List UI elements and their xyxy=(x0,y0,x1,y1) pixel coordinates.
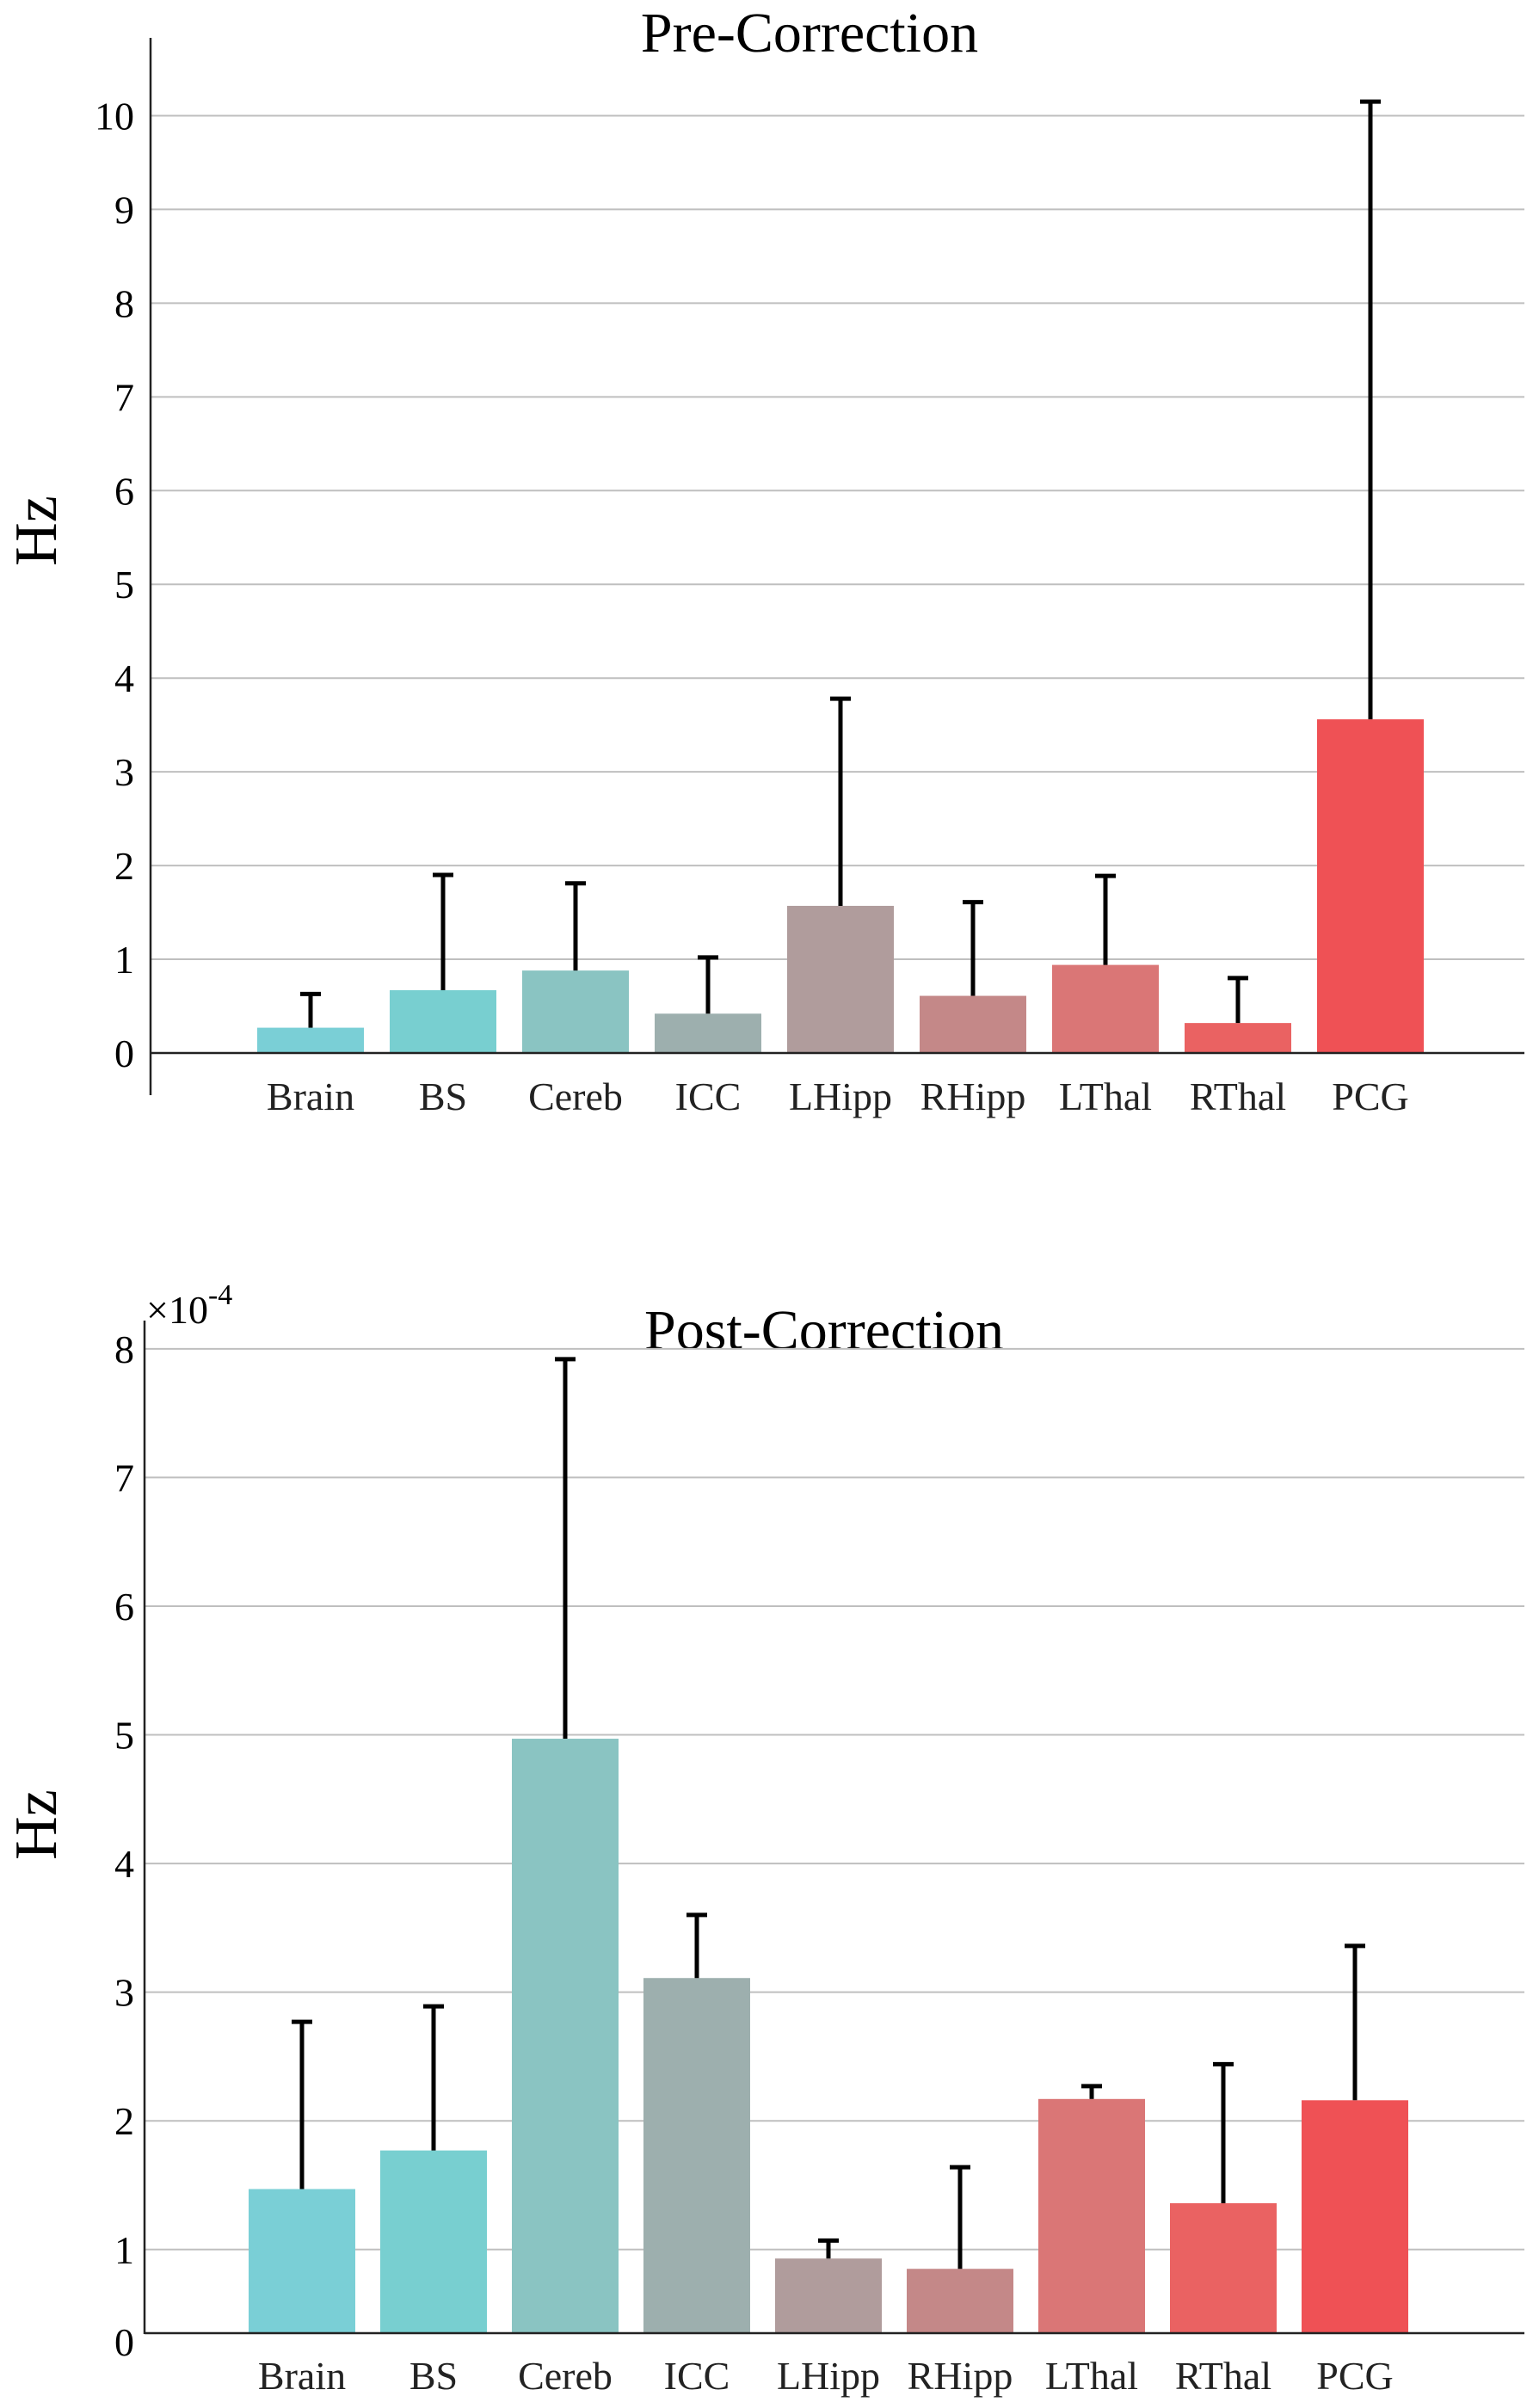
x-tick-label: ICC xyxy=(675,1075,742,1118)
y-tick-label: 2 xyxy=(114,2099,134,2143)
x-tick-labels: Brain BS Cereb ICC LHipp RHipp LThal RThal PCG xyxy=(258,2354,1394,2398)
x-tick-label: BS xyxy=(419,1075,467,1118)
bars xyxy=(257,99,1424,1053)
bar xyxy=(907,2269,1013,2333)
bar xyxy=(920,995,1026,1053)
bar xyxy=(787,905,894,1053)
chart-title: Post-Correction xyxy=(644,1299,1004,1362)
x-tick-label: LHipp xyxy=(789,1075,892,1118)
bar xyxy=(512,1739,619,2333)
x-tick-label: RThal xyxy=(1190,1075,1286,1118)
x-tick-label: BS xyxy=(409,2354,458,2398)
y-multiplier-base: ×10 xyxy=(146,1288,208,1332)
x-tick-label: LThal xyxy=(1059,1075,1152,1118)
grid-lines xyxy=(151,114,1524,961)
bar xyxy=(775,2258,882,2333)
y-tick-label: 1 xyxy=(114,938,134,982)
y-tick-label: 7 xyxy=(114,1456,134,1500)
y-multiplier: ×10-4 xyxy=(146,1279,232,1332)
y-tick-label: 2 xyxy=(114,844,134,888)
x-tick-label: RHipp xyxy=(908,2354,1013,2398)
x-tick-label: Brain xyxy=(267,1075,354,1118)
bar xyxy=(257,1027,364,1053)
post-correction-panel: ×10-4 Post-Correction Hz 0 1 2 3 4 5 6 7 8 Brain… xyxy=(3,1279,1524,2398)
x-tick-label: PCG xyxy=(1332,1075,1408,1118)
x-tick-label: Cereb xyxy=(518,2354,613,2398)
y-tick-label: 10 xyxy=(95,94,134,138)
x-tick-label: LThal xyxy=(1045,2354,1138,2398)
y-tick-labels: 0 1 2 3 4 5 6 7 8 xyxy=(114,1327,134,2364)
bar xyxy=(1317,719,1424,1053)
x-tick-label: PCG xyxy=(1316,2354,1393,2398)
bar xyxy=(390,990,496,1053)
bar xyxy=(1302,2100,1408,2333)
pre-correction-panel: Pre-Correction Hz 0 1 2 3 4 5 6 7 8 9 10 Brain BS Ce… xyxy=(3,2,1524,1118)
grid-lines xyxy=(145,1347,1524,2251)
bar xyxy=(1170,2202,1277,2333)
y-tick-label: 8 xyxy=(114,281,134,325)
y-tick-label: 8 xyxy=(114,1327,134,1371)
bar xyxy=(655,1013,761,1053)
x-tick-labels: Brain BS Cereb ICC LHipp RHipp LThal RThal PCG xyxy=(267,1075,1409,1118)
y-tick-label: 5 xyxy=(114,563,134,607)
x-tick-label: LHipp xyxy=(777,2354,880,2398)
bar xyxy=(522,970,629,1053)
y-tick-label: 3 xyxy=(114,750,134,794)
y-tick-label: 7 xyxy=(114,375,134,419)
axes xyxy=(143,1321,1524,2335)
y-tick-label: 4 xyxy=(114,656,134,700)
y-tick-label: 0 xyxy=(114,2320,134,2364)
y-tick-label: 6 xyxy=(114,1585,134,1629)
bar xyxy=(643,1978,750,2333)
bars xyxy=(249,1357,1408,2333)
chart-title: Pre-Correction xyxy=(641,2,978,65)
y-tick-labels: 0 1 2 3 4 5 6 7 8 9 10 xyxy=(95,94,134,1075)
y-tick-label: 1 xyxy=(114,2228,134,2272)
y-tick-label: 6 xyxy=(114,469,134,513)
y-axis-label: Hz xyxy=(3,496,70,566)
y-tick-label: 9 xyxy=(114,188,134,231)
bar xyxy=(1038,2098,1145,2333)
x-tick-label: RHipp xyxy=(920,1075,1026,1118)
y-tick-label: 4 xyxy=(114,1842,134,1886)
bar xyxy=(249,2189,355,2333)
axes xyxy=(149,38,1524,1095)
y-tick-label: 0 xyxy=(114,1032,134,1075)
y-tick-label: 5 xyxy=(114,1714,134,1758)
y-multiplier-exponent: -4 xyxy=(208,1279,232,1311)
bar xyxy=(380,2150,487,2333)
y-tick-label: 3 xyxy=(114,1971,134,2015)
x-tick-label: ICC xyxy=(664,2354,730,2398)
bar xyxy=(1185,1023,1291,1053)
y-axis-label: Hz xyxy=(3,1789,70,1860)
bar xyxy=(1052,964,1159,1053)
x-tick-label: Brain xyxy=(258,2354,346,2398)
x-tick-label: RThal xyxy=(1175,2354,1271,2398)
x-tick-label: Cereb xyxy=(528,1075,623,1118)
